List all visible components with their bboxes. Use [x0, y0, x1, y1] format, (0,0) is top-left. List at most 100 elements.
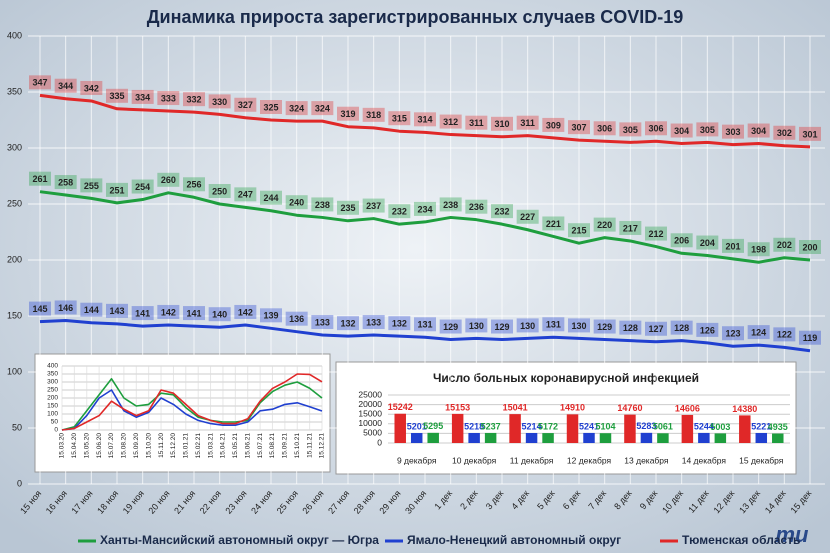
data-label-box — [54, 175, 77, 190]
data-label: 227 — [520, 212, 535, 222]
data-label: 232 — [494, 207, 509, 217]
y-tick-label: 400 — [7, 30, 22, 40]
bar — [583, 432, 595, 443]
y-tick-label: 25000 — [358, 389, 382, 399]
data-label-box — [362, 198, 385, 213]
data-label: 311 — [469, 118, 484, 128]
data-label-box — [260, 190, 282, 205]
y-tick-label: 150 — [7, 310, 22, 320]
data-label: 132 — [340, 319, 355, 329]
data-label-box — [670, 123, 693, 138]
data-label: 306 — [597, 124, 612, 134]
bar — [427, 432, 439, 443]
data-label-box — [439, 114, 462, 129]
data-label: 140 — [212, 310, 227, 320]
data-label-box — [773, 125, 796, 140]
data-label: 306 — [648, 124, 663, 134]
y-tick-label: 200 — [47, 395, 58, 402]
data-label-box — [696, 235, 719, 250]
data-label-box — [491, 319, 513, 334]
data-label-box — [414, 201, 436, 216]
x-tick-label: 12 декабря — [567, 455, 612, 465]
data-label-box — [234, 187, 257, 202]
data-label-box — [619, 220, 642, 235]
x-tick-label: 15.03.21 — [207, 433, 214, 459]
data-label: 124 — [751, 327, 766, 337]
data-label: 310 — [494, 119, 509, 129]
data-label-box — [747, 325, 770, 340]
data-label-box — [131, 89, 154, 104]
y-tick-label: 5000 — [363, 428, 382, 438]
data-label: 342 — [84, 83, 99, 93]
y-tick-label: 300 — [7, 142, 22, 152]
legend-label: Тюменская область — [682, 533, 800, 547]
data-label: 251 — [109, 185, 124, 195]
data-label: 122 — [777, 330, 792, 340]
data-label-box — [619, 320, 642, 335]
data-label: 131 — [417, 320, 432, 330]
x-tick-label: 15.03.20 — [59, 433, 66, 459]
data-label: 261 — [32, 174, 47, 184]
bar — [624, 414, 636, 443]
data-label: 143 — [109, 306, 124, 316]
data-label-box — [106, 88, 128, 103]
logo: mu — [776, 522, 810, 547]
data-label: 334 — [135, 92, 150, 102]
data-label: 256 — [186, 180, 201, 190]
data-label-box — [439, 197, 462, 212]
data-label: 132 — [392, 319, 407, 329]
data-label: 5237 — [481, 421, 501, 431]
bar — [640, 432, 653, 443]
data-label: 144 — [84, 305, 99, 315]
data-label-box — [722, 124, 744, 139]
data-label: 15041 — [503, 402, 528, 412]
data-label: 240 — [289, 198, 304, 208]
bar — [657, 433, 669, 443]
data-label: 142 — [238, 307, 253, 317]
y-tick-label: 0 — [54, 427, 58, 434]
data-label-box — [337, 200, 359, 215]
data-label-box — [285, 195, 308, 210]
data-label: 302 — [777, 128, 792, 138]
bar — [714, 433, 727, 443]
data-label: 5295 — [423, 421, 443, 431]
data-label: 201 — [725, 241, 740, 251]
data-label: 15242 — [388, 402, 413, 412]
data-label-box — [568, 120, 590, 135]
legend-label: Ямало-Ненецкий автономный округ — [407, 533, 621, 547]
data-label: 131 — [546, 320, 561, 330]
data-label-box — [414, 317, 436, 332]
data-label: 5218 — [464, 421, 484, 431]
bar — [755, 432, 768, 443]
data-label-box — [542, 216, 565, 231]
data-label-box — [773, 327, 796, 342]
data-label: 333 — [161, 93, 176, 103]
data-label: 232 — [392, 207, 407, 217]
data-label: 258 — [58, 177, 73, 187]
bar — [772, 433, 784, 443]
chart-title: Динамика прироста зарегистрированных слу… — [147, 7, 684, 27]
data-label-box — [747, 242, 770, 257]
bar — [509, 414, 521, 443]
x-tick-label: 15 декабря — [739, 455, 784, 465]
data-label: 305 — [700, 125, 715, 135]
bar — [394, 413, 406, 443]
data-label: 129 — [597, 322, 612, 332]
data-label-box — [439, 319, 462, 334]
data-label-box — [234, 97, 257, 112]
x-tick-label: 11 декабря — [510, 455, 554, 465]
data-label-box — [29, 301, 51, 316]
data-label: 198 — [751, 245, 766, 255]
data-label: 200 — [802, 242, 817, 252]
line — [39, 318, 811, 353]
y-tick-label: 0 — [17, 478, 22, 488]
data-label-box — [773, 237, 796, 252]
data-label: 14606 — [675, 403, 700, 413]
data-label: 5003 — [710, 422, 730, 432]
y-tick-label: 250 — [47, 387, 58, 394]
y-tick-label: 100 — [7, 366, 22, 376]
data-label: 327 — [238, 100, 253, 110]
y-tick-label: 300 — [47, 379, 58, 386]
data-label: 260 — [161, 175, 176, 185]
data-label-box — [29, 75, 51, 90]
